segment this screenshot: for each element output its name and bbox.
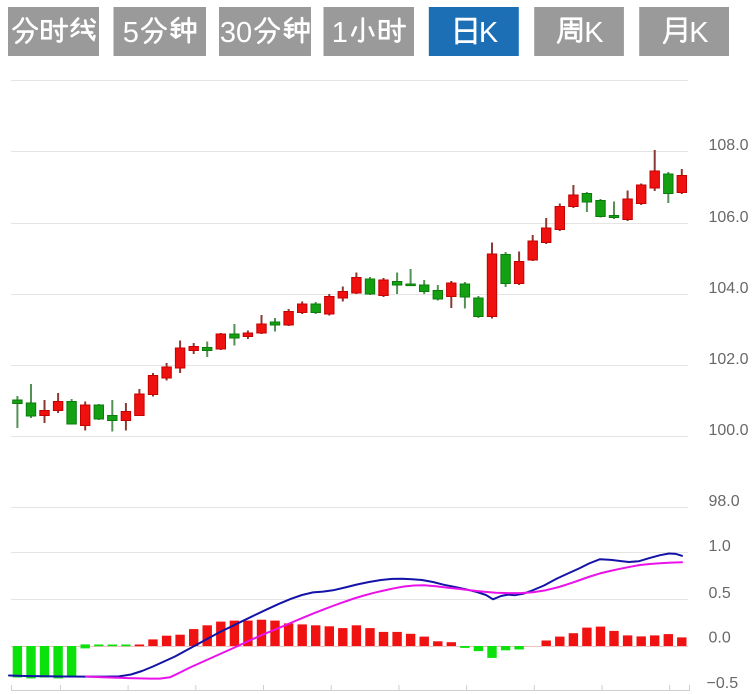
svg-text:0.5: 0.5 xyxy=(709,585,731,602)
svg-text:1.0: 1.0 xyxy=(709,538,731,555)
svg-text:1: 1 xyxy=(332,17,348,49)
svg-text:108.0: 108.0 xyxy=(709,137,749,154)
svg-text:100.0: 100.0 xyxy=(709,422,749,439)
svg-text:106.0: 106.0 xyxy=(709,209,749,226)
svg-text:102.0: 102.0 xyxy=(709,351,749,368)
svg-text:K: K xyxy=(689,17,709,49)
svg-text:K: K xyxy=(479,17,499,49)
svg-text:K: K xyxy=(584,17,604,49)
svg-text:98.0: 98.0 xyxy=(709,493,740,510)
svg-text:104.0: 104.0 xyxy=(709,280,749,297)
svg-text:0.0: 0.0 xyxy=(709,630,731,647)
svg-text:30: 30 xyxy=(220,17,252,49)
svg-text:−0.5: −0.5 xyxy=(707,675,739,692)
svg-text:5: 5 xyxy=(123,17,139,49)
